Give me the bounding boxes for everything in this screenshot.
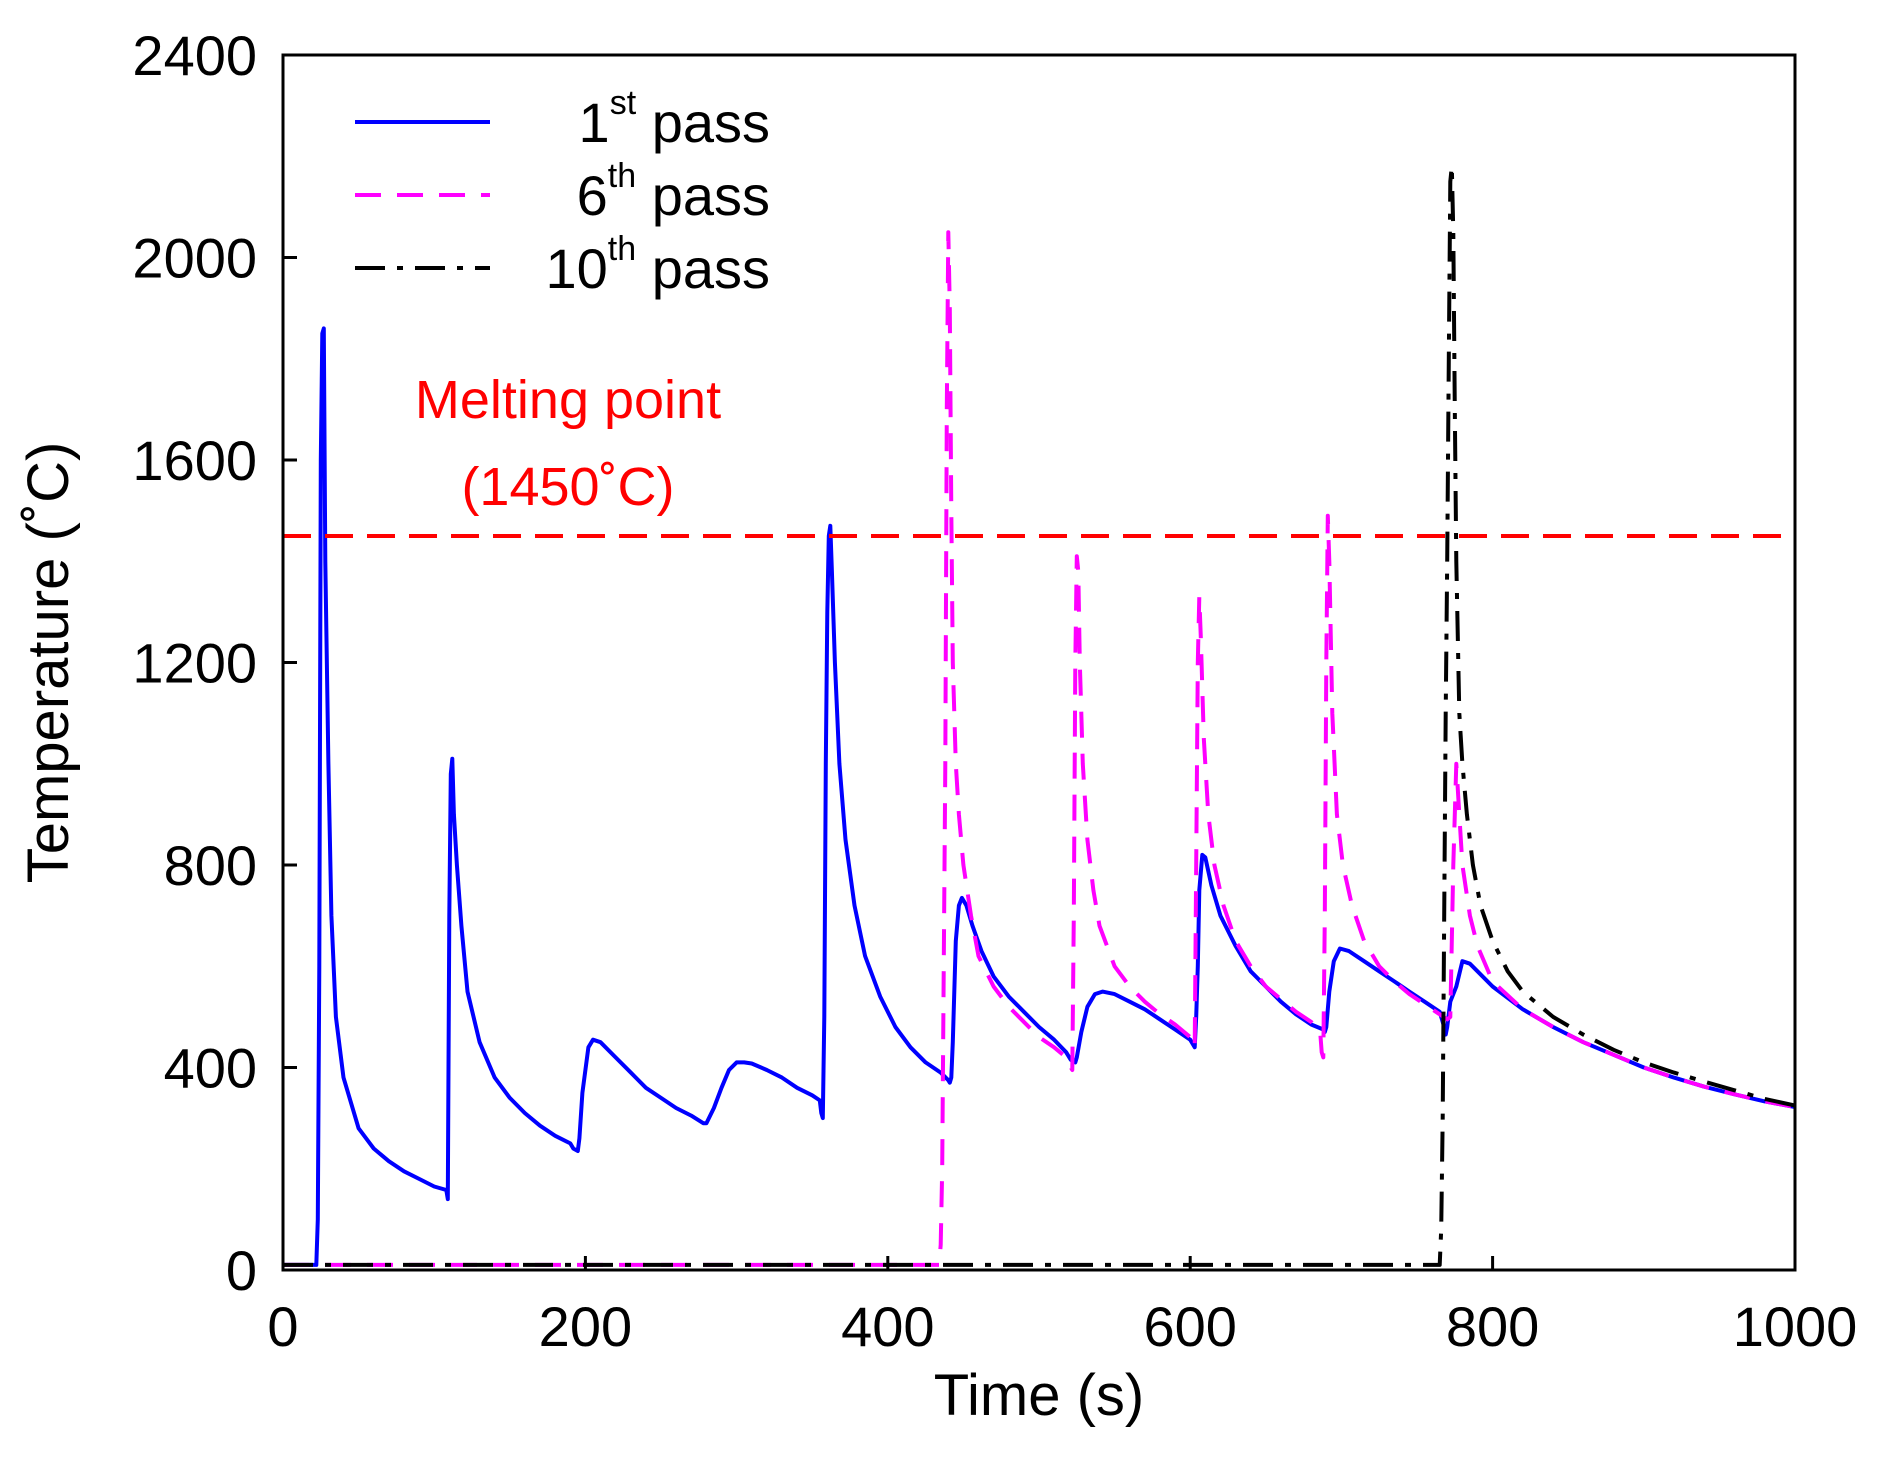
y-tick-label: 2000 bbox=[132, 227, 257, 290]
legend-label-1: 1st pass bbox=[579, 84, 770, 154]
y-tick-label: 1600 bbox=[132, 429, 257, 492]
x-tick-label: 0 bbox=[267, 1295, 298, 1358]
x-axis-label: Time (s) bbox=[934, 1363, 1144, 1428]
legend-label-3: 10th pass bbox=[545, 230, 770, 300]
x-tick-label: 800 bbox=[1446, 1295, 1539, 1358]
y-tick-label: 1200 bbox=[132, 632, 257, 695]
legend-label-2: 6th pass bbox=[577, 157, 770, 227]
series-line-2 bbox=[283, 230, 1796, 1267]
series-layer bbox=[283, 164, 1796, 1267]
series-line-3 bbox=[283, 164, 1796, 1267]
y-tick-label: 400 bbox=[164, 1037, 257, 1100]
axis-ticks: 0 200 400 600 800 1000 0 400 800 1200 1600 2000 2400 bbox=[132, 24, 1857, 1358]
melting-point-value-label: (1450˚C) bbox=[461, 457, 674, 517]
y-tick-label: 2400 bbox=[132, 24, 257, 87]
melting-point-label: Melting point bbox=[415, 370, 721, 430]
plot-area-frame bbox=[281, 53, 1797, 1272]
y-tick-label: 0 bbox=[226, 1239, 257, 1302]
x-tick-label: 1000 bbox=[1733, 1295, 1858, 1358]
x-tick-label: 200 bbox=[539, 1295, 632, 1358]
y-axis-label: Temperature (˚C) bbox=[16, 442, 81, 884]
series-line-1 bbox=[283, 326, 1796, 1267]
y-tick-label: 800 bbox=[164, 834, 257, 897]
x-tick-label: 600 bbox=[1143, 1295, 1236, 1358]
x-tick-label: 400 bbox=[841, 1295, 934, 1358]
